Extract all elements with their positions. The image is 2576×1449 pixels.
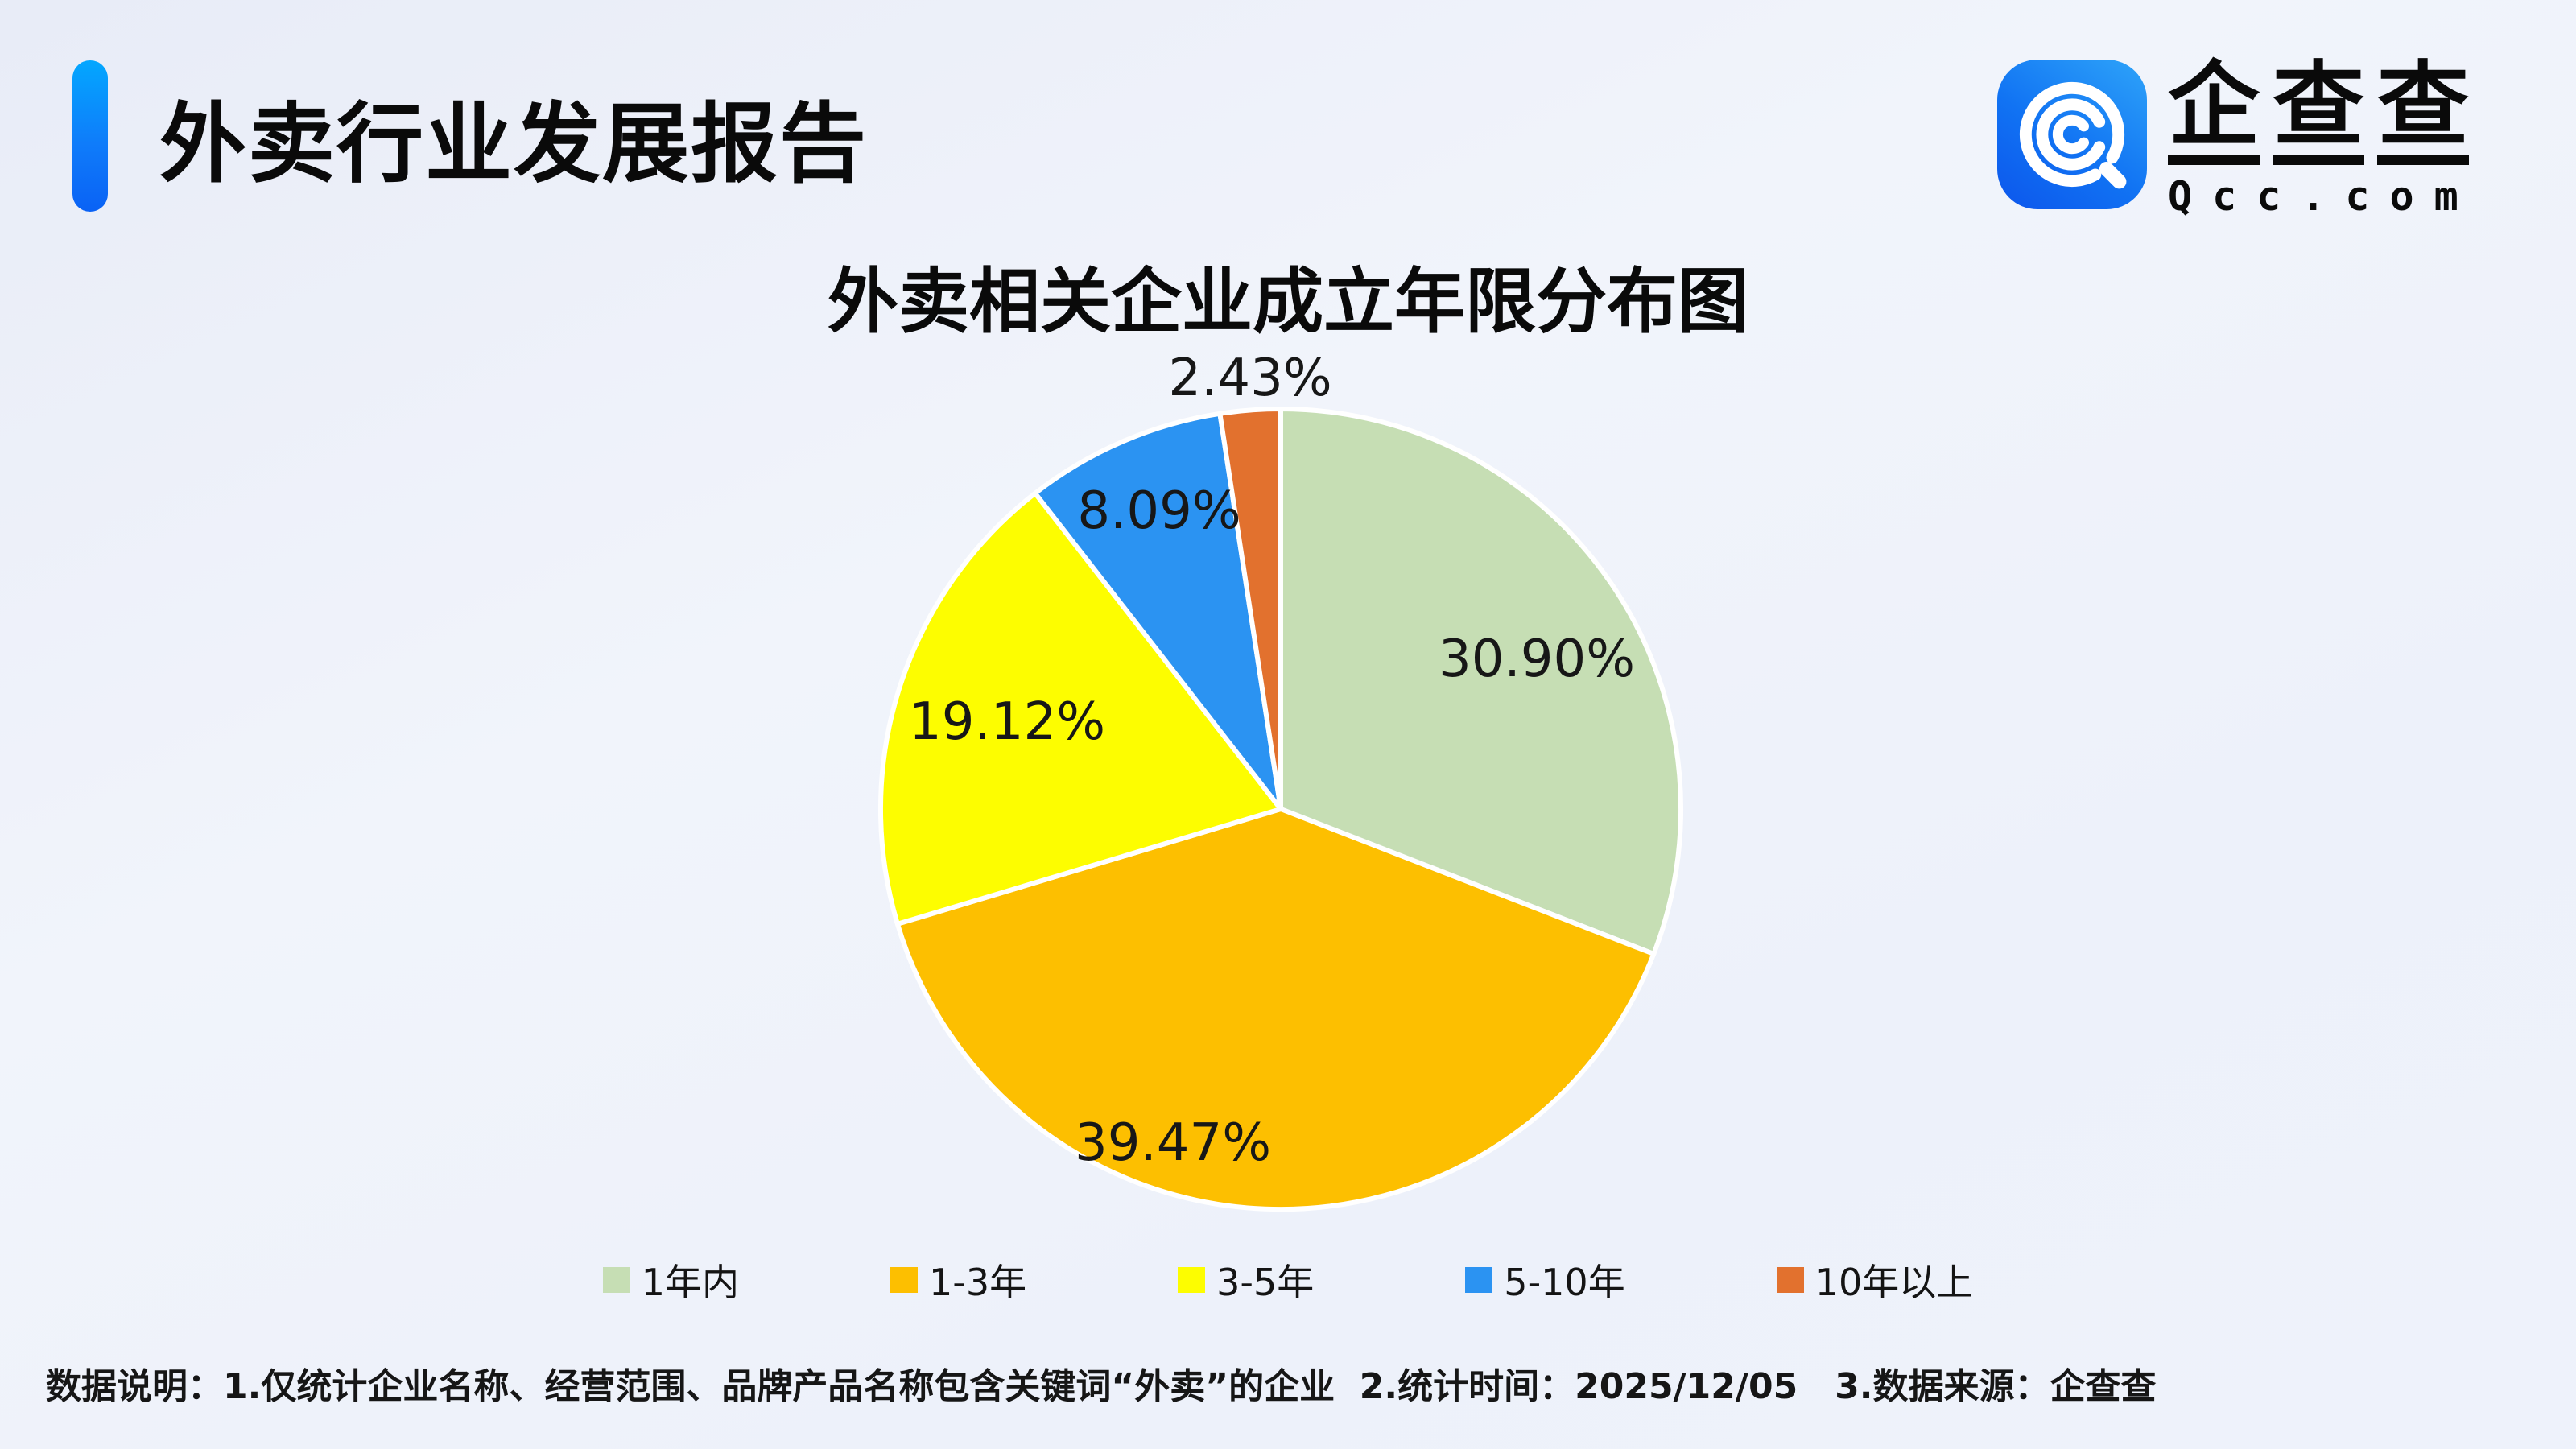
pie-slice-label: 19.12% [908,692,1106,752]
legend-label: 1-3年 [929,1261,1027,1304]
pie-slice-1-3年 [894,807,1657,1212]
legend-swatch [602,1267,630,1293]
brand-char: 查 [2377,60,2470,165]
brand-name: 企查查 [2168,60,2479,165]
chart-title: 外卖相关企业成立年限分布图 [827,260,1748,343]
legend-label: 10年以上 [1814,1261,1974,1304]
pie-slice-label: 2.43% [1168,349,1332,408]
legend-item-3-5年: 3-5年 [1178,1253,1314,1307]
report-title: 外卖行业发展报告 [159,94,869,195]
legend-swatch [1178,1267,1206,1293]
pie-slice-5-10年 [1032,411,1283,811]
legend-swatch [1776,1267,1804,1293]
pie-slice-label: 30.90% [1438,630,1636,689]
footnote: 数据说明：1.仅统计企业名称、经营范围、品牌产品名称包含关键词“外卖”的企业 2… [46,1366,2157,1407]
brand-domain: Qcc.com [2168,173,2479,220]
logo-text: 企查查 Qcc.com [2168,60,2479,220]
legend-item-5-10年: 5-10年 [1465,1253,1625,1307]
pie-slice-3-5年 [877,490,1283,927]
legend-swatch [890,1267,919,1293]
pie-slice-1年内 [1278,407,1684,956]
header-accent-bar [72,60,108,212]
qcc-magnifier-icon [1997,60,2147,209]
legend-label: 3-5年 [1216,1261,1315,1304]
legend-swatch [1465,1267,1493,1293]
legend-label: 5-10年 [1504,1261,1625,1304]
legend-item-1年内: 1年内 [602,1253,740,1307]
legend-item-10年以上: 10年以上 [1776,1253,1974,1307]
brand-char: 企 [2168,60,2260,165]
legend: 1年内 1-3年 3-5年 5-10年 10年以上 [0,1254,2576,1306]
pie-slice-10年以上 [1217,407,1283,811]
pie-slice-label: 39.47% [1074,1113,1272,1173]
qcc-logo: 企查查 Qcc.com [1997,60,2479,220]
legend-item-1-3年: 1-3年 [890,1253,1026,1307]
legend-label: 1年内 [641,1261,740,1304]
brand-char: 查 [2273,60,2365,165]
pie-slice-label: 8.09% [1077,481,1241,541]
